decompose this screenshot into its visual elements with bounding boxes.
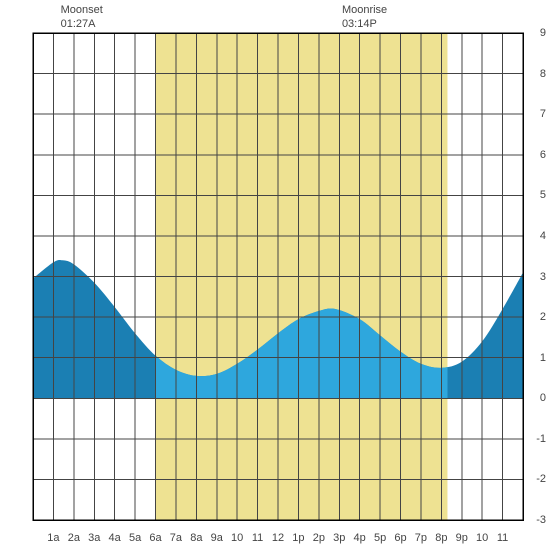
x-tick-label: 7p xyxy=(415,532,427,544)
y-tick-label: 0 xyxy=(540,392,546,404)
x-tick-label: 8p xyxy=(435,532,447,544)
moonset-annotation-time: 01:27A xyxy=(61,18,103,32)
x-tick-label: 2a xyxy=(68,532,80,544)
x-tick-label: 11 xyxy=(497,532,508,544)
y-tick-label: -2 xyxy=(536,473,546,485)
y-tick-label: 7 xyxy=(540,108,546,120)
grid xyxy=(33,33,523,520)
x-tick-label: 6p xyxy=(394,532,406,544)
y-tick-label: -3 xyxy=(536,514,546,526)
x-tick-label: 1a xyxy=(47,532,59,544)
y-tick-label: 1 xyxy=(540,352,546,364)
x-tick-label: 1p xyxy=(292,532,304,544)
y-tick-label: 2 xyxy=(540,311,546,323)
y-tick-label: 9 xyxy=(540,27,546,39)
x-tick-label: 5a xyxy=(129,532,141,544)
y-tick-label: 6 xyxy=(540,149,546,161)
x-tick-label: 3a xyxy=(88,532,100,544)
y-tick-label: 4 xyxy=(540,230,546,242)
moonrise-annotation-title: Moonrise xyxy=(342,4,387,18)
x-tick-label: 10 xyxy=(476,532,488,544)
moonset-annotation: Moonset01:27A xyxy=(61,4,103,32)
x-tick-label: 4p xyxy=(354,532,366,544)
x-tick-label: 7a xyxy=(170,532,182,544)
x-tick-label: 12 xyxy=(272,532,284,544)
x-tick-label: 11 xyxy=(252,532,263,544)
x-tick-label: 9p xyxy=(456,532,468,544)
moonrise-annotation-time: 03:14P xyxy=(342,18,387,32)
moonrise-annotation: Moonrise03:14P xyxy=(342,4,387,32)
y-tick-label: -1 xyxy=(536,433,546,445)
x-tick-label: 3p xyxy=(333,532,345,544)
y-tick-label: 3 xyxy=(540,271,546,283)
x-tick-label: 2p xyxy=(313,532,325,544)
x-tick-label: 5p xyxy=(374,532,386,544)
x-tick-label: 4a xyxy=(109,532,121,544)
y-tick-label: 5 xyxy=(540,189,546,201)
y-tick-label: 8 xyxy=(540,68,546,80)
x-tick-label: 6a xyxy=(149,532,161,544)
moonset-annotation-title: Moonset xyxy=(61,4,103,18)
x-tick-label: 9a xyxy=(211,532,223,544)
x-tick-label: 10 xyxy=(231,532,243,544)
x-tick-label: 8a xyxy=(190,532,202,544)
tide-chart xyxy=(0,0,550,550)
